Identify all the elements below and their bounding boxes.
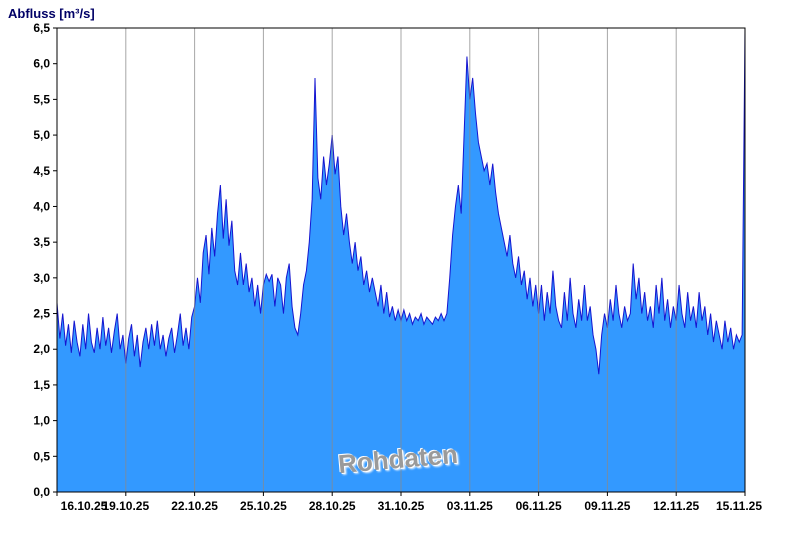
x-axis-label: 12.11.25	[653, 499, 699, 513]
y-axis-label: 4,5	[33, 164, 50, 178]
x-axis-label: 06.11.25	[516, 499, 562, 513]
y-axis-label: 5,0	[33, 128, 50, 142]
y-axis-label: 1,5	[33, 378, 50, 392]
y-axis-label: 0,5	[33, 449, 50, 463]
y-axis-label: 3,0	[33, 271, 50, 285]
y-axis-label: 3,5	[33, 235, 50, 249]
x-axis-label: 16.10.25	[61, 499, 108, 513]
chart-title: Abfluss [m³/s]	[8, 6, 95, 21]
x-axis-label: 03.11.25	[447, 499, 493, 513]
y-axis-label: 4,0	[33, 199, 50, 213]
y-axis-label: 2,0	[33, 342, 50, 356]
y-axis-label: 0,0	[33, 485, 50, 499]
x-axis-label: 19.10.25	[102, 499, 149, 513]
x-axis-label: 22.10.25	[171, 499, 218, 513]
y-axis-label: 6,0	[33, 57, 50, 71]
x-axis-label: 28.10.25	[309, 499, 356, 513]
y-axis-label: 6,5	[33, 21, 50, 35]
y-axis-label: 5,5	[33, 92, 50, 106]
x-axis-label: 31.10.25	[378, 499, 425, 513]
x-axis-label: 15.11.25	[716, 499, 762, 513]
x-axis-label: 25.10.25	[240, 499, 287, 513]
y-axis-label: 2,5	[33, 307, 50, 321]
x-axis-label: 09.11.25	[584, 499, 630, 513]
discharge-area	[57, 28, 745, 492]
y-axis-label: 1,0	[33, 414, 50, 428]
